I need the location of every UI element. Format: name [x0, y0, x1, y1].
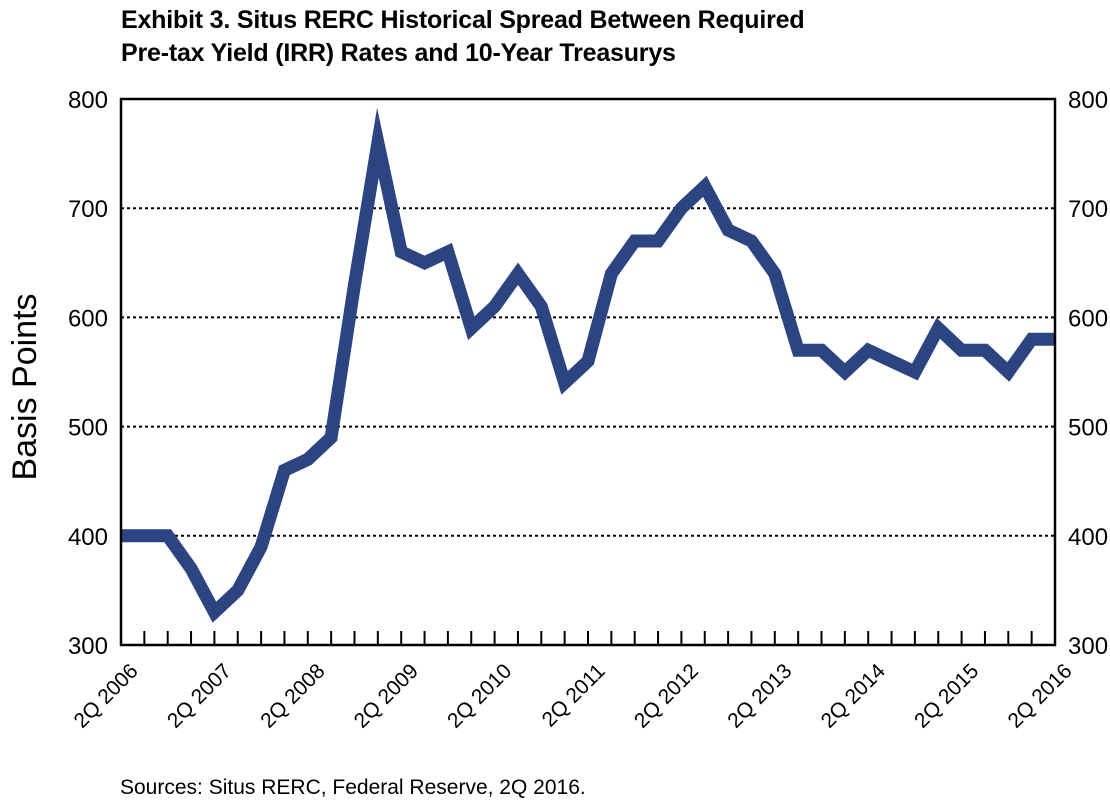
- x-tick-label: 2Q 2016: [1003, 659, 1076, 732]
- x-tick-labels: 2Q 2006 2Q 2007 2Q 2008 2Q 2009 2Q 2010 2Q 20…: [69, 659, 1076, 732]
- title-line-1: Exhibit 3. Situs RERC Historical Spread …: [121, 6, 805, 34]
- title-line-2: Pre-tax Yield (IRR) Rates and 10-Year Tr…: [121, 39, 676, 67]
- y-axis-label: Basis Points: [6, 293, 44, 480]
- x-tick-label: 2Q 2010: [443, 659, 516, 732]
- y2-tick-label: 300: [1068, 633, 1108, 660]
- x-tick-label: 2Q 2008: [256, 659, 329, 732]
- plot-frame: [119, 97, 1057, 647]
- y-tick-label: 500: [68, 415, 108, 442]
- spread-line: [121, 107, 1055, 623]
- chart-title: Exhibit 3. Situs RERC Historical Spread …: [121, 4, 1021, 70]
- x-tick-label: 2Q 2006: [69, 659, 142, 732]
- y2-tick-label: 600: [1068, 305, 1108, 332]
- y2-tick-label: 400: [1068, 524, 1108, 551]
- y2-tick-label: 500: [1068, 415, 1108, 442]
- y-tick-label: 700: [68, 196, 108, 223]
- x-tick-label: 2Q 2015: [910, 659, 983, 732]
- x-tick-label: 2Q 2014: [817, 659, 890, 732]
- y-tick-label: 400: [68, 524, 108, 551]
- y-tick-label: 600: [68, 305, 108, 332]
- source-note: Sources: Situs RERC, Federal Reserve, 2Q…: [120, 776, 586, 799]
- series-spread: [121, 107, 1055, 623]
- x-tick-label: 2Q 2013: [723, 659, 796, 732]
- x-tick-label: 2Q 2007: [163, 659, 236, 732]
- left-y-tick-labels: 300 400 500 600 700 800: [68, 87, 108, 660]
- y2-tick-label: 800: [1068, 87, 1108, 114]
- y-tick-label: 300: [68, 633, 108, 660]
- x-tick-label: 2Q 2011: [538, 659, 610, 731]
- axis-ticks: [120, 631, 1056, 645]
- y2-tick-label: 700: [1068, 196, 1108, 223]
- right-y-tick-labels: 300 400 500 600 700 800: [1068, 87, 1108, 660]
- y-tick-label: 800: [68, 87, 108, 114]
- x-tick-label: 2Q 2009: [350, 659, 423, 732]
- x-tick-label: 2Q 2012: [630, 659, 703, 732]
